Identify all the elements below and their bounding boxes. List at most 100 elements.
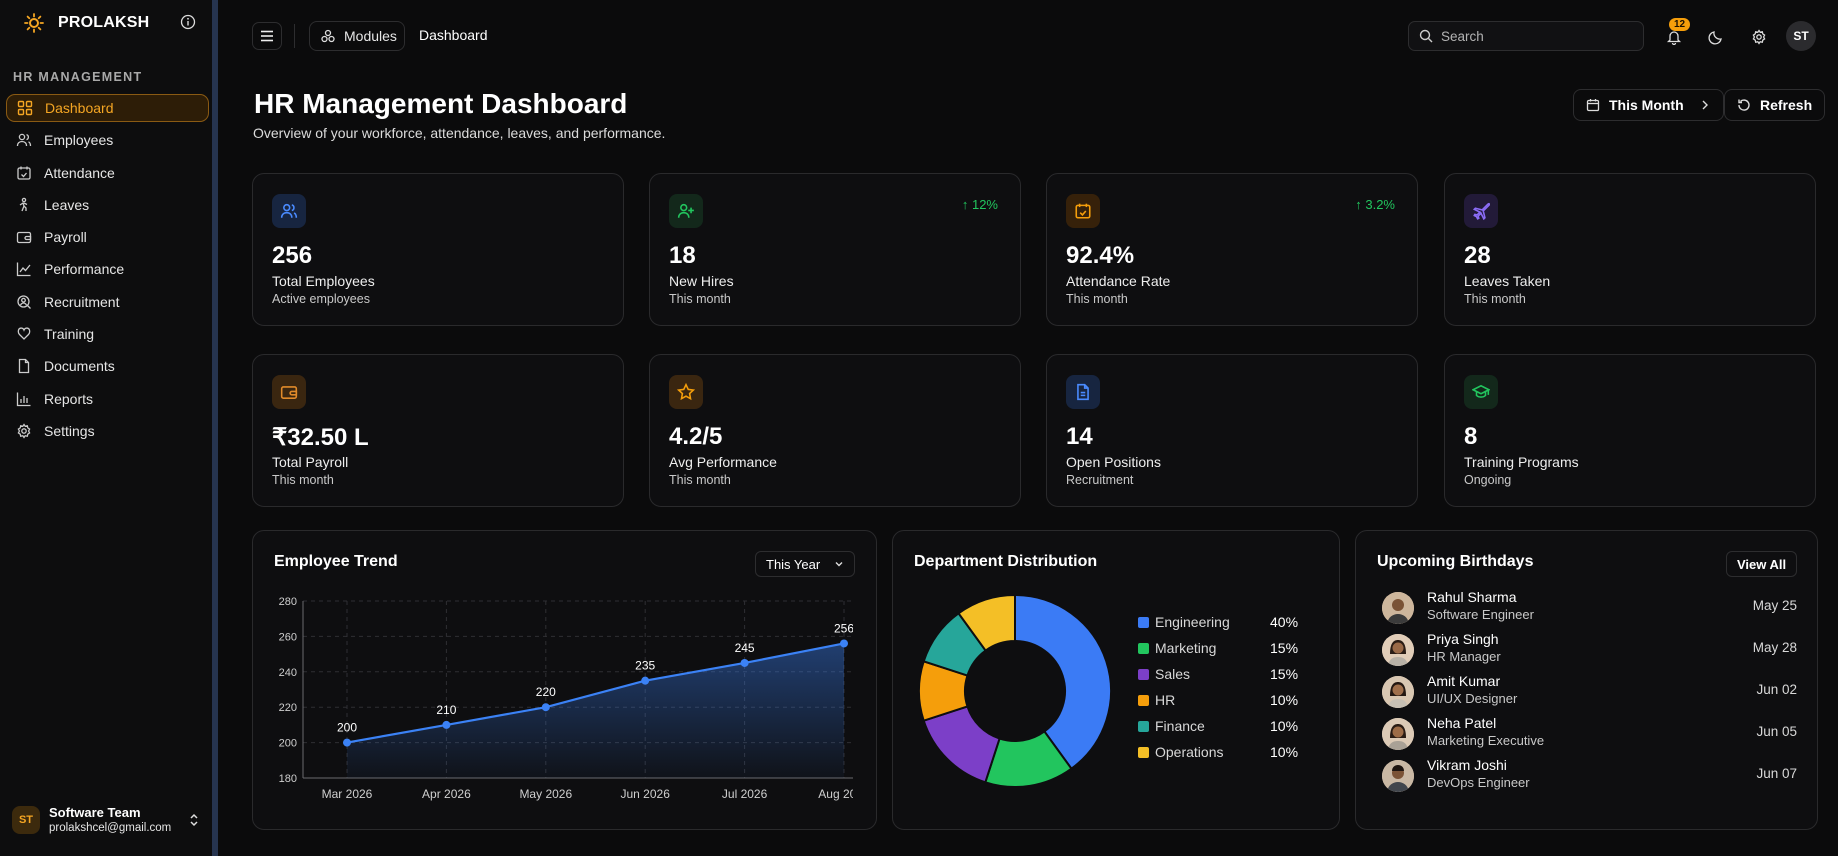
gear-icon xyxy=(17,423,31,439)
page-title: HR Management Dashboard xyxy=(254,88,628,119)
birthday-item[interactable]: Amit Kumar UI/UX Designer Jun 02 xyxy=(1382,673,1797,713)
birthday-item[interactable]: Rahul Sharma Software Engineer May 25 xyxy=(1382,589,1797,629)
sidebar-item-training[interactable]: Training xyxy=(6,320,209,348)
birthday-role: DevOps Engineer xyxy=(1427,775,1530,790)
sidebar-item-employees[interactable]: Employees xyxy=(6,126,209,154)
divider xyxy=(294,24,295,48)
legend-value: 10% xyxy=(1270,744,1299,760)
stat-label: Avg Performance xyxy=(669,454,777,470)
trend-period-select[interactable]: This Year xyxy=(755,551,856,577)
stat-sub: This month xyxy=(669,473,731,487)
sidebar-item-attendance[interactable]: Attendance xyxy=(6,159,209,187)
user-plus-icon xyxy=(677,203,694,218)
users-icon xyxy=(280,203,298,218)
stat-icon-bg xyxy=(1464,194,1498,228)
stat-card-total-employees[interactable]: 256 Total Employees Active employees xyxy=(252,173,624,326)
brand[interactable]: PROLAKSH xyxy=(24,12,149,34)
birthday-role: Software Engineer xyxy=(1427,607,1534,622)
department-distribution-panel: Department Distribution Engineering 40% … xyxy=(892,530,1340,830)
avatar xyxy=(1382,760,1414,792)
birthday-role: UI/UX Designer xyxy=(1427,691,1518,706)
stat-value: ₹32.50 L xyxy=(272,424,369,451)
stat-card-training-programs[interactable]: 8 Training Programs Ongoing xyxy=(1444,354,1816,507)
user-search-icon xyxy=(17,295,31,309)
legend-label: Sales xyxy=(1155,666,1191,682)
sidebar-item-documents[interactable]: Documents xyxy=(6,352,209,380)
sidebar-item-reports[interactable]: Reports xyxy=(6,385,209,413)
trend-period-label: This Year xyxy=(766,556,821,572)
sidebar-item-dashboard[interactable]: Dashboard xyxy=(6,94,209,122)
data-label: 200 xyxy=(337,721,357,735)
stat-icon-bg xyxy=(669,375,703,409)
search-input[interactable] xyxy=(1441,28,1621,44)
sidebar-item-leaves[interactable]: Leaves xyxy=(6,191,209,219)
stat-icon-bg xyxy=(669,194,703,228)
employee-trend-chart: 180 200 220 240 260 280 Mar 2026 Apr 2026 May 20… xyxy=(279,596,853,801)
stat-card-new-hires[interactable]: ↑ 12% 18 New Hires This month xyxy=(649,173,1021,326)
stat-trend: ↑ 12% xyxy=(961,197,998,212)
info-icon[interactable] xyxy=(180,14,196,30)
panel-title: Employee Trend xyxy=(274,553,398,570)
wallet-icon xyxy=(280,386,298,399)
notifications-button[interactable] xyxy=(1659,22,1689,52)
x-tick-label: Aug 2026 xyxy=(818,787,853,801)
modules-label: Modules xyxy=(344,28,397,44)
graduation-cap-icon xyxy=(1472,384,1490,398)
y-tick-label: 260 xyxy=(279,631,297,643)
document-icon xyxy=(18,359,30,374)
sidebar-item-recruitment[interactable]: Recruitment xyxy=(6,288,209,316)
birthday-item[interactable]: Neha Patel Marketing Executive Jun 05 xyxy=(1382,715,1797,755)
breadcrumb[interactable]: Dashboard xyxy=(419,27,488,43)
avatar[interactable]: ST xyxy=(1786,21,1816,51)
data-point xyxy=(442,720,451,729)
birthday-item[interactable]: Priya Singh HR Manager May 28 xyxy=(1382,631,1797,671)
legend-label: Engineering xyxy=(1155,614,1230,630)
refresh-button[interactable]: Refresh xyxy=(1724,89,1826,121)
stat-icon-bg xyxy=(1066,375,1100,409)
legend-label: HR xyxy=(1155,692,1176,708)
stat-value: 28 xyxy=(1464,242,1491,269)
birthday-date: May 25 xyxy=(1752,598,1797,613)
sidebar-nav: Dashboard Employees Attendance Leaves Pa… xyxy=(6,94,209,449)
period-select-button[interactable]: This Month xyxy=(1573,89,1724,121)
period-label: This Month xyxy=(1609,97,1684,113)
employee-trend-panel: Employee Trend This Year 180 200 220 240 260… xyxy=(252,530,877,830)
panel-title: Upcoming Birthdays xyxy=(1377,553,1534,570)
page-subtitle: Overview of your workforce, attendance, … xyxy=(253,125,666,141)
stat-trend: ↑ 3.2% xyxy=(1355,197,1395,212)
theme-toggle-button[interactable] xyxy=(1701,22,1731,52)
user-avatar: ST xyxy=(12,806,40,834)
donut-slice-engineering xyxy=(1014,593,1112,771)
stat-card-avg-performance[interactable]: 4.2/5 Avg Performance This month xyxy=(649,354,1021,507)
stat-card-total-payroll[interactable]: ₹32.50 L Total Payroll This month xyxy=(252,354,624,507)
search-box[interactable] xyxy=(1408,21,1644,51)
stat-card-attendance-rate[interactable]: ↑ 3.2% 92.4% Attendance Rate This month xyxy=(1046,173,1418,326)
modules-button[interactable]: Modules xyxy=(309,21,405,51)
dashboard-icon xyxy=(17,100,33,116)
gear-icon xyxy=(1752,29,1766,45)
stat-sub: Recruitment xyxy=(1066,473,1134,487)
stat-card-leaves-taken[interactable]: 28 Leaves Taken This month xyxy=(1444,173,1816,326)
stat-label: New Hires xyxy=(669,273,734,289)
stat-value: 14 xyxy=(1066,423,1093,450)
user-menu[interactable]: ST Software Team prolakshcel@gmail.com xyxy=(12,804,204,836)
menu-toggle-button[interactable] xyxy=(252,22,282,50)
view-all-button[interactable]: View All xyxy=(1726,551,1798,577)
birthday-item[interactable]: Vikram Joshi DevOps Engineer Jun 07 xyxy=(1382,757,1797,797)
legend-value: 10% xyxy=(1270,718,1299,734)
sidebar-item-payroll[interactable]: Payroll xyxy=(6,223,209,251)
avatar xyxy=(1382,718,1414,750)
sidebar-item-performance[interactable]: Performance xyxy=(6,255,209,283)
legend-value: 10% xyxy=(1270,692,1299,708)
sidebar-item-settings[interactable]: Settings xyxy=(6,417,209,445)
data-point xyxy=(740,658,749,667)
user-name: Software Team xyxy=(49,805,141,820)
x-tick-label: Apr 2026 xyxy=(422,787,471,801)
legend-label: Operations xyxy=(1155,744,1224,760)
stat-card-open-positions[interactable]: 14 Open Positions Recruitment xyxy=(1046,354,1418,507)
stat-value: 8 xyxy=(1464,423,1478,450)
sidebar-item-label: Reports xyxy=(44,390,94,407)
settings-button[interactable] xyxy=(1744,22,1774,52)
legend-value: 15% xyxy=(1270,640,1299,656)
stat-icon-bg xyxy=(272,194,306,228)
